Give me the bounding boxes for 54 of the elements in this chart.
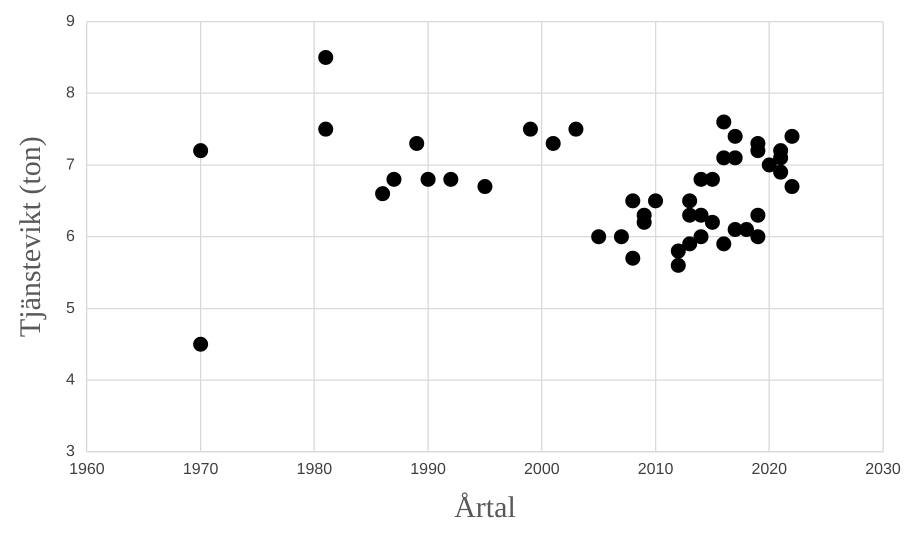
- point: [750, 229, 766, 244]
- point: [762, 158, 777, 172]
- point: [716, 236, 732, 252]
- point: [694, 229, 709, 244]
- point: [614, 229, 629, 244]
- x-tick-label: 2020: [751, 460, 788, 478]
- point: [682, 236, 698, 252]
- x-tick-label: 1960: [69, 460, 105, 478]
- point: [568, 122, 584, 137]
- point: [409, 136, 424, 151]
- point: [318, 122, 334, 137]
- point: [625, 193, 640, 208]
- point: [716, 114, 732, 130]
- x-tick-label: 1990: [410, 460, 446, 478]
- y-tick-label: 6: [66, 228, 75, 246]
- point: [682, 193, 698, 208]
- point: [739, 222, 754, 238]
- y-tick-label: 3: [66, 443, 75, 460]
- point: [773, 164, 788, 180]
- point: [420, 172, 436, 187]
- point: [386, 172, 402, 187]
- point: [648, 193, 664, 208]
- point: [728, 150, 743, 166]
- point: [784, 128, 800, 144]
- y-tick-label: 7: [66, 156, 75, 174]
- point: [443, 172, 458, 187]
- point: [670, 244, 686, 259]
- point: [477, 179, 492, 194]
- point: [784, 179, 800, 194]
- point: [522, 122, 538, 137]
- point: [704, 172, 720, 187]
- x-axis-title: Årtal: [454, 490, 516, 524]
- point: [318, 50, 334, 65]
- point: [704, 214, 720, 230]
- y-tick-label: 5: [66, 300, 75, 317]
- y-tick-label: 9: [66, 13, 75, 30]
- point: [670, 258, 686, 273]
- x-tick-label: 2010: [638, 460, 674, 478]
- y-tick-label: 4: [66, 372, 75, 389]
- x-tick-label: 1970: [182, 460, 219, 478]
- point: [750, 208, 766, 223]
- point: [193, 143, 208, 158]
- point: [694, 208, 709, 223]
- point: [728, 128, 743, 144]
- x-tick-label: 2030: [865, 460, 901, 478]
- x-tick-label: 2000: [524, 460, 560, 478]
- point: [625, 250, 640, 266]
- y-tick-label: 8: [66, 84, 75, 102]
- point: [193, 336, 208, 352]
- x-tick-label: 1980: [296, 460, 332, 478]
- point: [546, 136, 561, 151]
- y-axis-title: Tjänstevikt (ton): [14, 136, 47, 338]
- point: [591, 229, 606, 244]
- point: [375, 186, 390, 202]
